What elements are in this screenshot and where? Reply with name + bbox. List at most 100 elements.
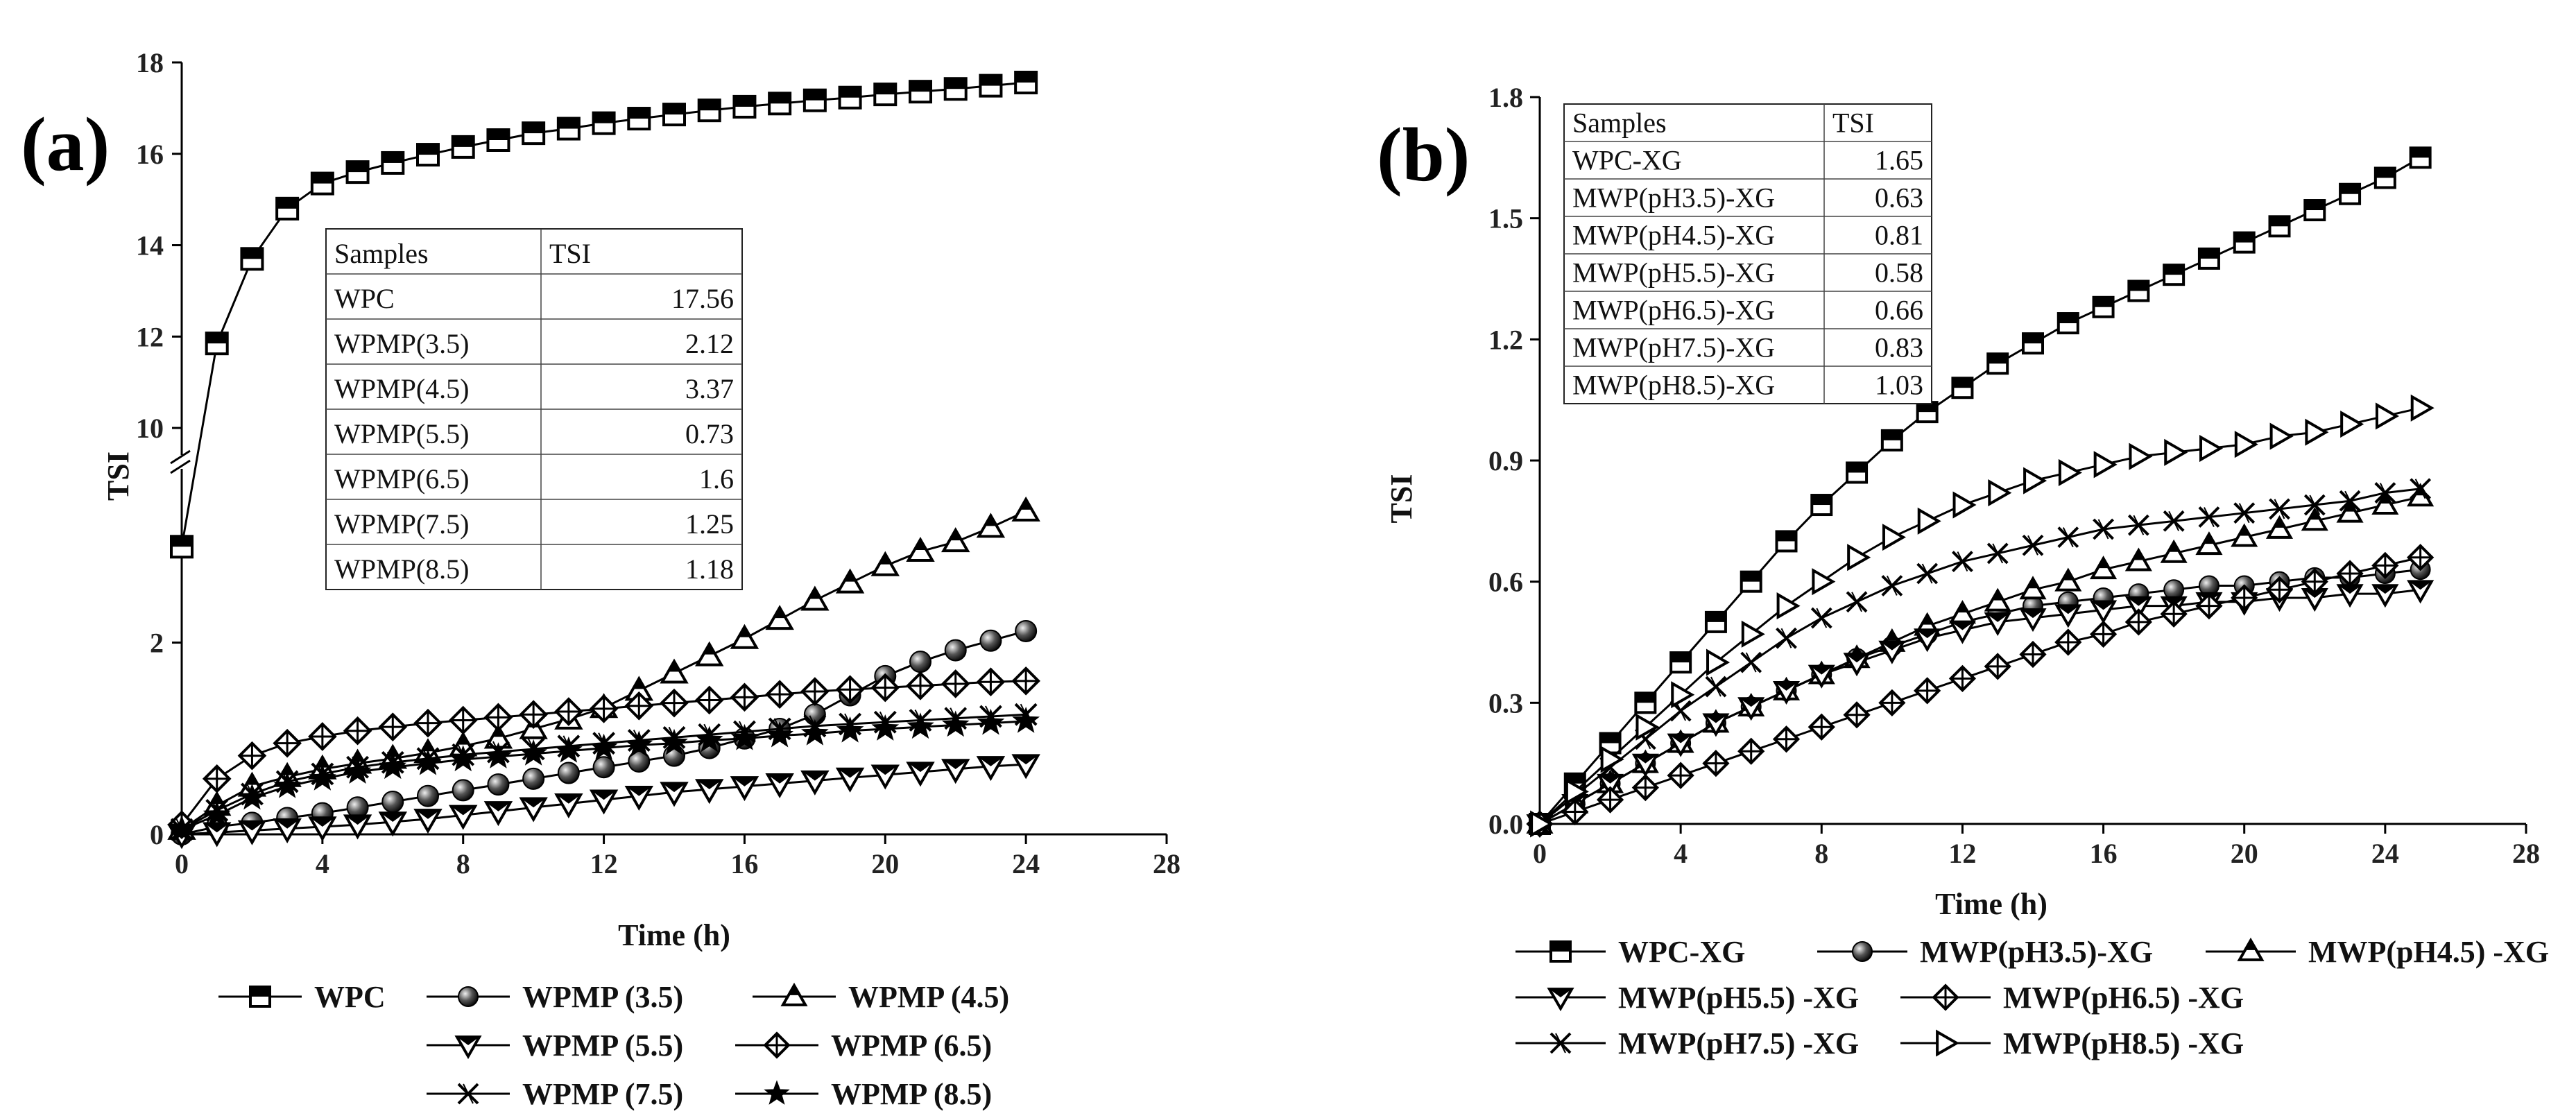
data-point [205, 332, 229, 356]
data-point [800, 677, 830, 706]
marker-triangle-fill [914, 539, 927, 550]
marker-star [941, 710, 970, 737]
data-point [694, 685, 724, 715]
marker-triangle-fill [1020, 499, 1032, 510]
marker-x-c [2204, 507, 2215, 527]
data-point [202, 764, 232, 793]
series-mwp-ph3-5-xg [1529, 559, 2431, 834]
y-axis-title: TSI [101, 452, 135, 501]
x-axis-title: Time (h) [618, 918, 730, 952]
panel-a: (a) 0 4 8 12 16 20 24 28 0 2 10 12 14 16 18 Time (h) TSI [21, 47, 1180, 952]
marker-star [764, 1080, 790, 1105]
marker-sphere [458, 986, 479, 1007]
series-mwp-ph5-5-xg [1526, 580, 2435, 839]
marker-sphere [417, 784, 439, 807]
data-point [1843, 701, 1871, 729]
data-point [1914, 677, 1941, 705]
y-axis-title: TSI [1384, 474, 1418, 524]
marker-square-fill [664, 104, 685, 115]
data-point [2127, 514, 2149, 536]
legend-marker [780, 982, 808, 1006]
data-point [2160, 539, 2188, 563]
marker-triangle-fill [2379, 493, 2391, 504]
marker-square-fill [1015, 71, 1037, 83]
data-point [2056, 312, 2079, 335]
data-point [2265, 515, 2294, 539]
marker-triangle-fill [2027, 578, 2039, 589]
data-point [1772, 725, 1801, 753]
table-header-samples: Samples [334, 238, 429, 269]
data-point [660, 782, 689, 807]
legend-label: WPC [314, 980, 386, 1014]
marker-square-fill [980, 75, 1002, 86]
marker-triangle-down-fill [310, 818, 335, 827]
series-wpc [170, 70, 1038, 559]
marker-triangle-down-fill [943, 760, 968, 769]
data-point [2231, 523, 2258, 547]
data-point [1014, 70, 1038, 94]
data-point [273, 771, 302, 798]
legend-item-wpmp-7-5: WPMP (7.5) [427, 1077, 683, 1111]
table-cell-sample: MWP(pH4.5)-XG [1572, 220, 1775, 251]
data-point [732, 94, 757, 119]
legend-marker [457, 1083, 479, 1105]
data-point [557, 762, 580, 784]
panel-b: (b) 0 4 8 12 16 20 24 28 0.0 0.3 0.6 0.9 1.2 1.5 1.8 Tim… [1377, 82, 2540, 921]
series-mwp-ph8-5-xg [1530, 394, 2435, 838]
legend-marker [1936, 1029, 1960, 1057]
data-point [976, 513, 1006, 538]
marker-sphere [1015, 619, 1038, 642]
legend-label: WPMP (6.5) [831, 1029, 992, 1063]
marker-triangle-right [1936, 1029, 1960, 1057]
data-point [237, 820, 267, 845]
marker-triangle-fill [1992, 590, 2004, 601]
data-point [1984, 612, 2011, 637]
marker-triangle-down-fill [979, 757, 1003, 766]
data-point [2023, 467, 2047, 495]
marker-triangle-down-fill [1775, 682, 1798, 691]
data-point [1984, 587, 2011, 612]
y-tick-label: 1.5 [1488, 203, 1523, 234]
data-point [2089, 620, 2118, 648]
legend-label: WPMP (5.5) [522, 1029, 683, 1063]
data-point [2195, 531, 2223, 556]
data-point [1740, 570, 1762, 593]
data-point [378, 712, 408, 742]
legend-label: MWP(pH7.5) -XG [1618, 1026, 1859, 1060]
data-point [906, 762, 935, 787]
y-tick-label: 10 [136, 413, 164, 444]
table-cell-sample: WPMP(3.5) [334, 328, 469, 359]
data-point [1847, 544, 1871, 571]
legend-label: MWP(pH3.5)-XG [1920, 935, 2153, 969]
table-cell-sample: WPMP(8.5) [334, 553, 469, 585]
data-point [1011, 666, 1040, 696]
data-point [2407, 580, 2435, 604]
data-point [976, 756, 1006, 782]
data-point [1881, 575, 1903, 596]
x-tick-label: 8 [1814, 838, 1828, 869]
marker-square-fill [1812, 495, 1832, 506]
data-point [2303, 199, 2326, 222]
marker-star [871, 714, 900, 741]
y-tick-label: 0.9 [1488, 445, 1523, 476]
legend-item-wpc: WPC [218, 980, 386, 1014]
legend-item-mwp-ph5-5-xg: MWP(pH5.5) -XG [1515, 981, 1859, 1015]
data-point [308, 816, 337, 842]
marker-square-fill [1917, 402, 1937, 413]
marker-triangle-down-fill [1704, 714, 1728, 723]
data-point [2371, 551, 2399, 580]
marker-square-fill [1847, 463, 1867, 473]
panel-b-label: (b) [1377, 112, 1470, 197]
marker-square-fill [452, 136, 474, 147]
marker-square-fill [2129, 281, 2149, 291]
legend-marker [1852, 941, 1873, 962]
marker-triangle-down-fill [1549, 989, 1572, 997]
data-point [522, 121, 546, 146]
marker-square-fill [1882, 430, 1902, 440]
marker-triangle-down-fill [1880, 642, 1903, 651]
y-tick-label: 1.8 [1488, 82, 1523, 113]
table-cell-tsi: 2.12 [685, 328, 734, 359]
marker-triangle-fill [1921, 614, 1933, 625]
marker-x-c [1992, 543, 2004, 564]
marker-star [484, 742, 513, 768]
